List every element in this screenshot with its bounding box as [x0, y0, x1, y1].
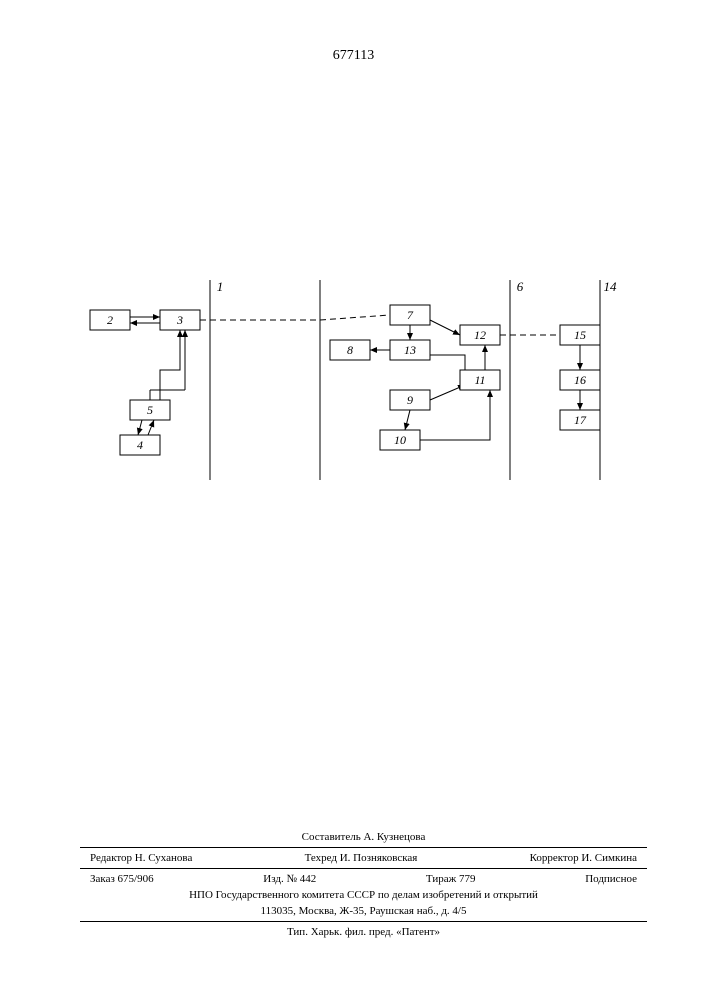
- svg-text:15: 15: [574, 328, 586, 342]
- footer-block: Составитель А. Кузнецова Редактор Н. Сух…: [80, 829, 647, 940]
- block-diagram: 1614235478131211910151617: [60, 270, 650, 530]
- svg-text:1: 1: [217, 279, 224, 294]
- address-line-1: НПО Государственного комитета СССР по де…: [80, 887, 647, 903]
- press-line: Тип. Харьк. фил. пред. «Патент»: [80, 924, 647, 940]
- svg-text:4: 4: [137, 438, 143, 452]
- subscription: Подписное: [585, 873, 637, 885]
- svg-text:11: 11: [474, 373, 485, 387]
- svg-text:17: 17: [574, 413, 587, 427]
- footer-rule-3: [80, 921, 647, 922]
- footer-row-2: Заказ 675/906 Изд. № 442 Тираж 779 Подпи…: [80, 871, 647, 887]
- svg-text:14: 14: [604, 279, 618, 294]
- page-number: 677113: [0, 48, 707, 64]
- corrector: Корректор И. Симкина: [530, 852, 637, 864]
- svg-text:5: 5: [147, 403, 153, 417]
- svg-text:7: 7: [407, 308, 414, 322]
- svg-text:13: 13: [404, 343, 416, 357]
- compiler-line: Составитель А. Кузнецова: [80, 829, 647, 845]
- svg-text:9: 9: [407, 393, 413, 407]
- editor: Редактор Н. Суханова: [90, 852, 192, 864]
- svg-text:12: 12: [474, 328, 486, 342]
- address-line-2: 113035, Москва, Ж-35, Раушская наб., д. …: [80, 903, 647, 919]
- svg-text:8: 8: [347, 343, 353, 357]
- edition-number: Изд. № 442: [263, 873, 316, 885]
- svg-text:2: 2: [107, 313, 113, 327]
- svg-text:6: 6: [517, 279, 524, 294]
- footer-rule-2: [80, 868, 647, 869]
- svg-text:10: 10: [394, 433, 406, 447]
- order-number: Заказ 675/906: [90, 873, 154, 885]
- tech-editor: Техред И. Позняковская: [305, 852, 418, 864]
- svg-text:3: 3: [176, 313, 183, 327]
- svg-text:16: 16: [574, 373, 586, 387]
- footer-row-1: Редактор Н. Суханова Техред И. Позняковс…: [80, 850, 647, 866]
- footer-rule-1: [80, 847, 647, 848]
- tirazh: Тираж 779: [426, 873, 476, 885]
